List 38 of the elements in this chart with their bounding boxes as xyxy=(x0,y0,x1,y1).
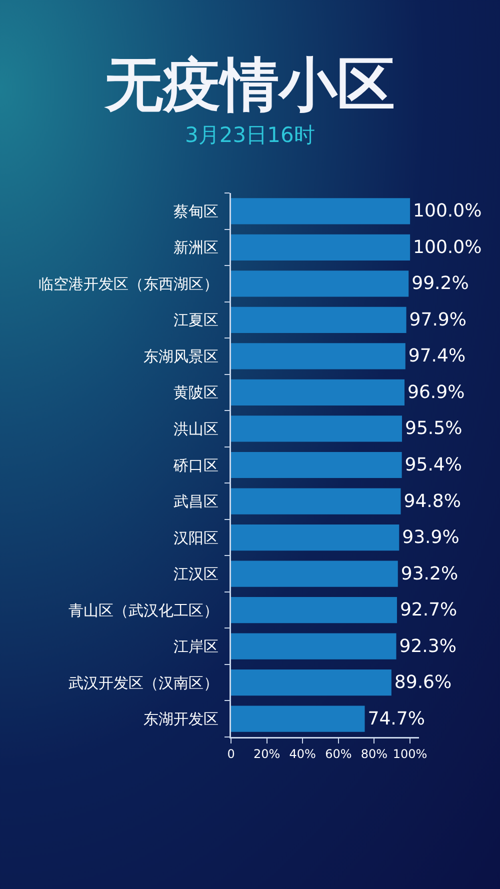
data-label: 92.3% xyxy=(399,636,456,657)
y-tick-label: 江汉区 xyxy=(174,565,218,584)
x-tick-label: 80% xyxy=(360,746,388,761)
y-tick-label: 临空港开发区（东西湖区） xyxy=(38,274,218,293)
data-label: 97.4% xyxy=(408,346,466,367)
y-tick-label: 武汉开发区（汉南区） xyxy=(68,674,218,692)
data-label: 100.0% xyxy=(413,236,482,258)
chart-subtitle: 3月23日16时 xyxy=(185,123,315,147)
data-label: 89.6% xyxy=(394,672,452,694)
data-label: 99.2% xyxy=(412,273,469,294)
y-tick-label: 汉阳区 xyxy=(174,528,218,547)
x-tick-label: 60% xyxy=(325,746,352,761)
data-label: 92.7% xyxy=(400,600,458,621)
y-tick-label: 武昌区 xyxy=(174,492,218,511)
x-tick-label: 20% xyxy=(253,746,280,761)
y-tick-label: 东湖开发区 xyxy=(144,710,218,728)
x-tick-label: 100% xyxy=(392,746,428,761)
y-tick-label: 江夏区 xyxy=(174,311,218,330)
data-label: 100.0% xyxy=(413,200,482,222)
x-tick-label: 40% xyxy=(289,746,316,761)
data-label: 95.5% xyxy=(404,418,462,440)
y-tick-label: 洪山区 xyxy=(174,420,218,438)
y-tick-label: 青山区（武汉化工区） xyxy=(68,601,218,620)
y-tick-label: 江岸区 xyxy=(174,638,218,656)
y-tick-label: 黄陂区 xyxy=(174,384,218,402)
data-label: 93.9% xyxy=(402,527,460,548)
data-label: 96.9% xyxy=(408,382,465,403)
y-tick-label: 新洲区 xyxy=(174,238,218,257)
data-label: 97.9% xyxy=(409,309,466,330)
y-tick-label: 东湖风景区 xyxy=(144,347,218,366)
data-label: 94.8% xyxy=(404,490,461,512)
y-tick-label: 蔡甸区 xyxy=(174,202,218,220)
y-tick-label: 硚口区 xyxy=(172,456,218,474)
data-label: 93.2% xyxy=(400,563,458,584)
data-label: 95.4% xyxy=(404,454,462,476)
data-label: 74.7% xyxy=(368,708,425,730)
x-tick-label: 0 xyxy=(227,746,235,761)
chart-title: 无疫情小区 xyxy=(104,50,395,118)
